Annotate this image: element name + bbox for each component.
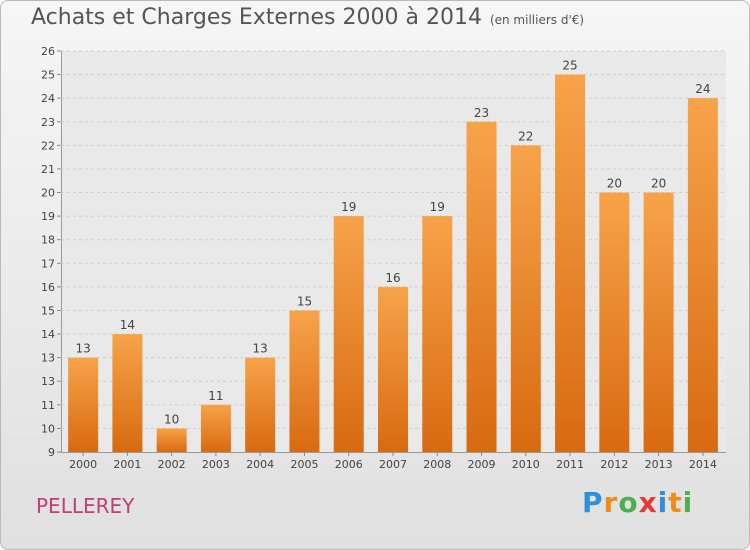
y-tick-label: 14 <box>41 328 55 341</box>
chart-title-text: Achats et Charges Externes 2000 à 2014 <box>31 5 482 30</box>
bar <box>422 216 453 452</box>
bar <box>378 286 408 452</box>
y-tick-label: 18 <box>41 234 55 247</box>
y-tick-label: 24 <box>41 92 55 105</box>
data-label: 24 <box>695 82 710 96</box>
y-tick-label: 21 <box>41 163 55 176</box>
x-tick-label: 2001 <box>113 458 141 471</box>
x-tick-label: 2005 <box>290 458 318 471</box>
data-label: 14 <box>120 318 135 332</box>
x-tick-label: 2009 <box>468 458 496 471</box>
data-label: 13 <box>253 342 268 356</box>
bar <box>245 357 276 452</box>
logo-letter: P <box>582 486 604 519</box>
x-tick-label: 2006 <box>335 458 363 471</box>
x-tick-label: 2007 <box>379 458 407 471</box>
bar <box>643 192 674 452</box>
x-tick-label: 2002 <box>158 458 186 471</box>
data-label: 25 <box>562 59 577 73</box>
y-tick-label: 11 <box>41 399 55 412</box>
data-label: 19 <box>341 200 356 214</box>
data-label: 20 <box>607 177 622 191</box>
bar <box>599 192 630 452</box>
data-label: 16 <box>385 271 400 285</box>
y-tick-label: 13 <box>41 352 55 365</box>
data-label: 20 <box>651 177 666 191</box>
data-label: 11 <box>208 389 223 403</box>
x-tick-label: 2010 <box>512 458 540 471</box>
y-tick-label: 16 <box>41 281 55 294</box>
y-tick-label: 13 <box>41 375 55 388</box>
y-tick-label: 25 <box>41 69 55 82</box>
x-tick-label: 2004 <box>246 458 274 471</box>
logo-letter: i <box>682 486 694 519</box>
logo-letter: x <box>638 486 658 519</box>
y-tick-label: 20 <box>41 187 55 200</box>
x-tick-label: 2012 <box>600 458 628 471</box>
x-tick-label: 2011 <box>556 458 584 471</box>
bar <box>466 121 497 452</box>
y-tick-label: 23 <box>41 116 55 129</box>
y-tick-label: 10 <box>41 422 55 435</box>
bar <box>333 216 364 452</box>
chart-title: Achats et Charges Externes 2000 à 2014 (e… <box>31 5 584 30</box>
y-tick-label: 19 <box>41 210 55 223</box>
bar <box>289 310 320 452</box>
logo-letter: r <box>603 486 619 519</box>
x-tick-label: 2003 <box>202 458 230 471</box>
bar <box>200 404 231 452</box>
data-label: 13 <box>75 342 90 356</box>
x-tick-label: 2000 <box>69 458 97 471</box>
bar <box>555 74 586 453</box>
logo-letter: o <box>618 486 639 519</box>
x-tick-label: 2008 <box>423 458 451 471</box>
y-tick-label: 26 <box>41 45 55 58</box>
proxiti-logo: Proxiti <box>582 486 693 519</box>
logo-letter: t <box>668 486 683 519</box>
y-tick-label: 22 <box>41 139 55 152</box>
data-label: 23 <box>474 106 489 120</box>
bar <box>156 428 187 452</box>
bar <box>687 98 718 453</box>
x-tick-label: 2013 <box>645 458 673 471</box>
data-label: 22 <box>518 129 533 143</box>
y-tick-label: 17 <box>41 257 55 270</box>
data-label: 10 <box>164 412 179 426</box>
y-tick-label: 15 <box>41 304 55 317</box>
logo-letter: i <box>657 486 669 519</box>
bar <box>68 357 99 452</box>
bar <box>112 334 143 452</box>
commune-name: PELLEREY <box>36 494 135 518</box>
data-label: 19 <box>430 200 445 214</box>
y-tick-label: 9 <box>48 446 55 459</box>
chart-unit: (en milliers d'€) <box>489 13 585 27</box>
bar <box>510 145 541 452</box>
x-tick-label: 2014 <box>689 458 717 471</box>
data-label: 15 <box>297 294 312 308</box>
